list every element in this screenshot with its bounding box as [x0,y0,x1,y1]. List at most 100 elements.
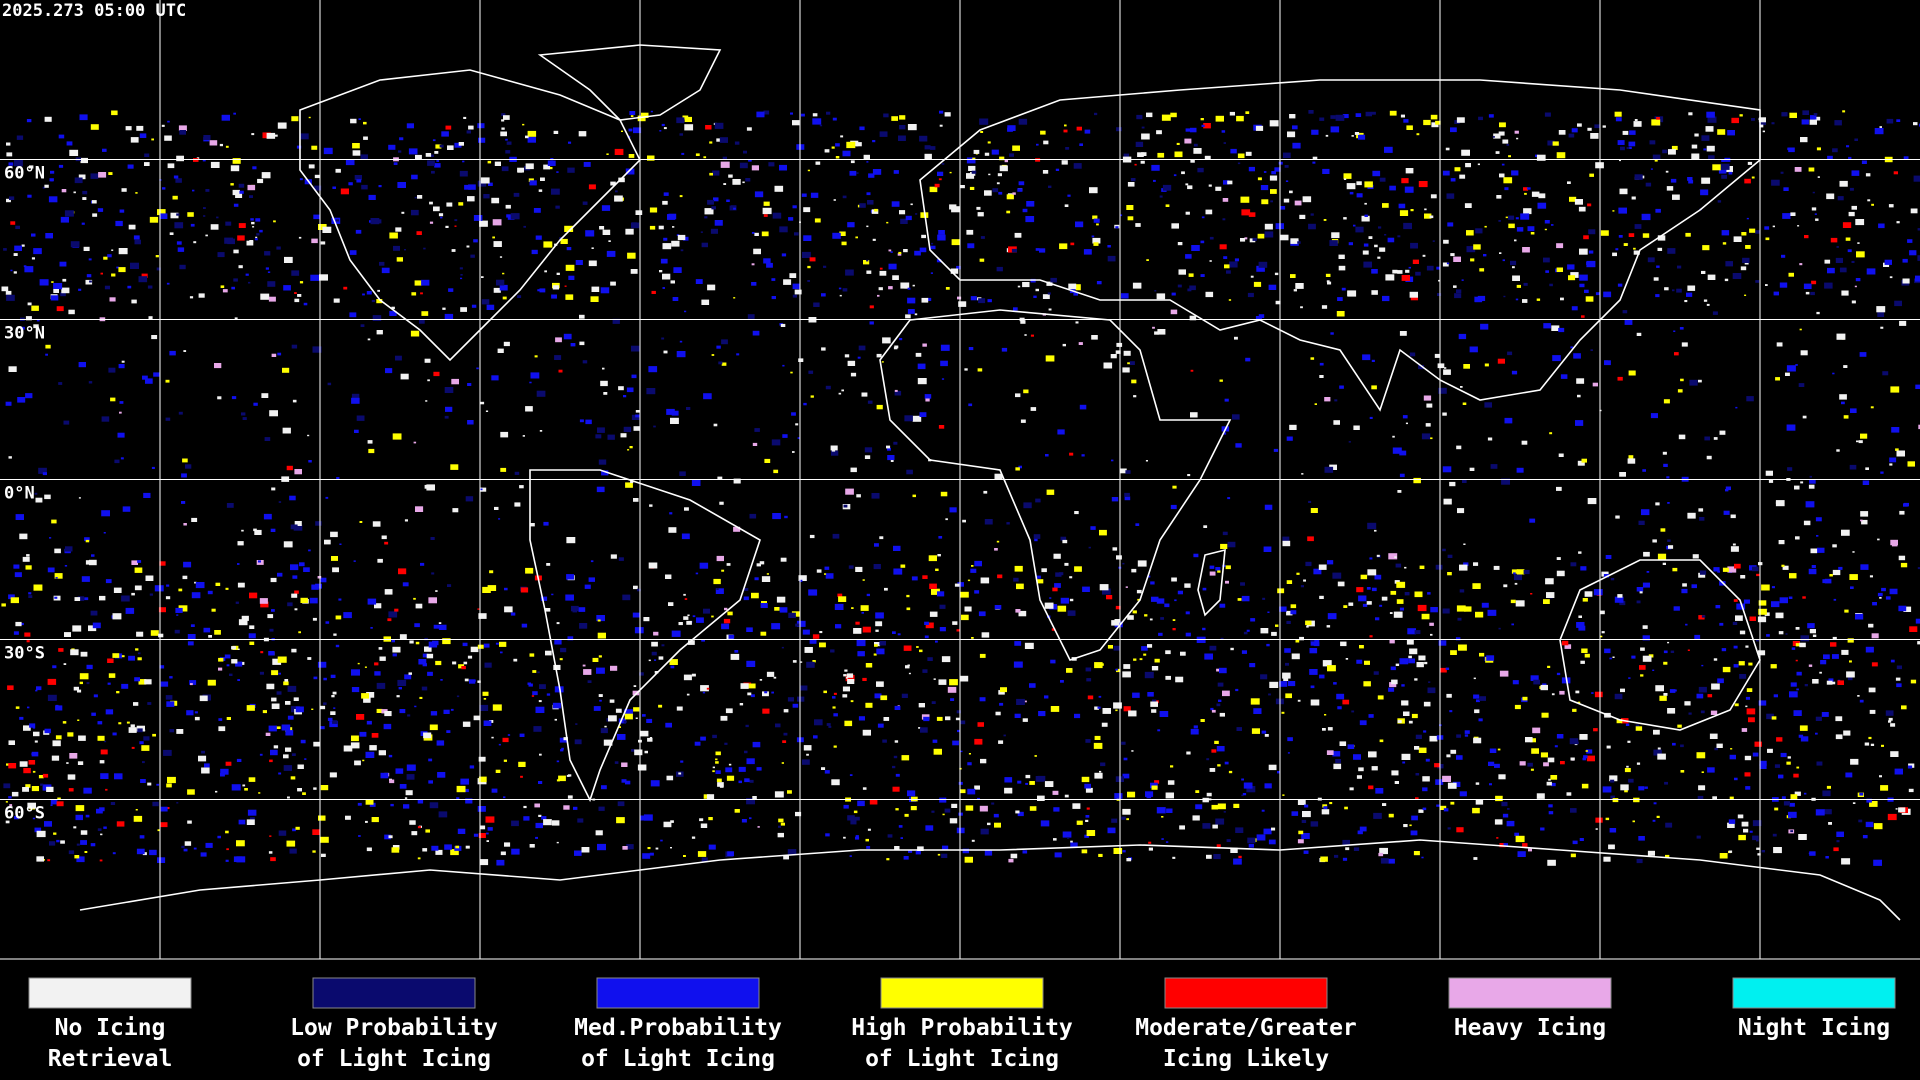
speckle [318,815,326,821]
speckle [1778,540,1785,545]
speckle [695,279,703,284]
speckle [1209,571,1216,576]
speckle [1409,648,1418,655]
speckle [1342,114,1349,119]
speckle [600,287,610,294]
speckle [1219,379,1223,382]
speckle [389,310,397,316]
speckle [895,773,900,777]
speckle [1524,192,1527,195]
speckle [715,758,718,761]
speckle [812,118,822,125]
speckle [1903,606,1912,612]
speckle [598,694,603,697]
speckle [162,187,166,190]
speckle [176,155,184,162]
speckle [17,397,26,403]
speckle [1141,133,1150,140]
speckle [614,761,619,764]
speckle [1636,600,1641,604]
speckle [700,823,708,828]
speckle [1308,223,1316,230]
speckle [1250,275,1254,278]
speckle [865,663,873,668]
speckle [1594,691,1603,698]
speckle [1216,746,1225,752]
speckle [1514,239,1517,242]
speckle [445,406,453,412]
speckle [633,707,640,712]
speckle [1403,222,1412,230]
speckle [826,723,831,726]
speckle [1536,154,1546,161]
speckle [1048,308,1052,311]
speckle [1209,565,1215,569]
speckle [635,414,640,418]
speckle [133,235,140,240]
speckle [1771,716,1777,720]
speckle [826,111,831,115]
speckle [1680,770,1685,773]
speckle [1808,484,1815,489]
speckle [1477,295,1486,301]
speckle [308,549,311,552]
speckle [462,642,468,647]
speckle [1459,564,1468,571]
speckle [1696,752,1706,759]
speckle [411,174,418,180]
speckle [744,588,749,591]
speckle [1024,700,1027,703]
speckle [669,659,678,665]
speckle [1069,576,1073,579]
speckle [1421,613,1430,620]
speckle [429,221,434,224]
speckle [63,663,67,665]
speckle [1795,627,1800,630]
speckle [919,247,927,253]
speckle [1342,857,1348,861]
speckle [33,248,42,255]
speckle [1377,695,1384,700]
speckle [728,763,732,766]
speckle [1258,261,1268,268]
speckle [1045,454,1049,457]
speckle [503,796,506,799]
speckle [603,392,608,395]
speckle [1749,616,1756,621]
speckle [1250,618,1256,622]
speckle [1473,737,1482,744]
speckle [1781,112,1788,117]
speckle [1756,639,1759,642]
speckle [1850,586,1854,589]
speckle [659,130,662,132]
speckle [538,814,542,817]
speckle [911,576,918,581]
speckle [1300,585,1304,588]
speckle [1474,709,1480,714]
speckle [329,772,337,778]
speckle [61,287,70,294]
speckle [13,564,20,569]
speckle [24,632,31,637]
speckle [864,455,871,459]
speckle [1457,508,1465,514]
speckle [1408,266,1411,269]
speckle [1560,761,1565,765]
speckle [229,673,233,676]
speckle [1469,467,1475,471]
speckle [1570,808,1577,813]
speckle [467,420,474,425]
speckle [879,267,883,270]
speckle [128,727,137,733]
speckle [861,392,868,397]
speckle [835,143,840,147]
speckle [265,732,271,736]
speckle [313,214,320,220]
speckle [149,593,153,596]
speckle [857,651,865,657]
speckle [1020,320,1026,324]
speckle [252,226,255,228]
speckle [528,178,534,182]
speckle [997,173,1002,177]
speckle [428,597,437,604]
